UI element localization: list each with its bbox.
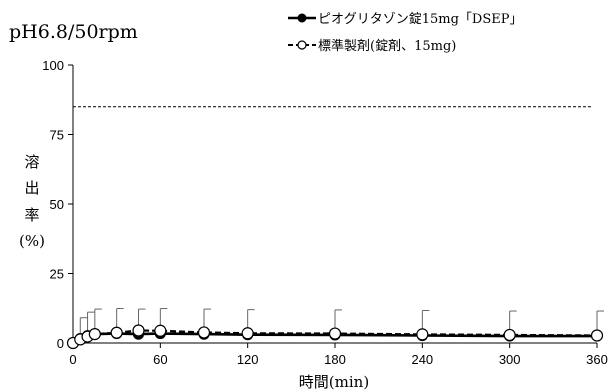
data-point [328,327,342,340]
chart-title: pH6.8/50rpm [9,21,138,43]
x-tick-label: 180 [324,352,346,367]
y-axis-label: 溶 出 率 (%) [19,153,45,250]
axes: 0 25 50 75 100 0 60 120 180 240 300 360 [42,58,608,367]
y-axis-label-line-3: 率 [24,206,39,224]
y-tick-label: 50 [50,197,64,212]
legend-label-test: ピオグリタゾン錠15mg「DSEP」 [318,12,523,27]
y-axis-label-line-1: 溶 [24,153,39,171]
x-tick-label: 360 [586,352,608,367]
y-tick-label: 0 [57,336,64,351]
data-point [241,327,254,340]
legend: ピオグリタゾン錠15mg「DSEP」 標準製剤(錠剤、15mg) [288,12,523,54]
x-axis-label: 時間(min) [299,373,369,391]
x-tick-label: 0 [69,352,76,367]
data-point [132,324,145,337]
y-tick-label: 75 [50,128,64,143]
y-axis-label-line-2: 出 [24,179,39,197]
legend-item-test: ピオグリタゾン錠15mg「DSEP」 [288,12,523,27]
data-point [416,328,429,341]
series-group [66,308,604,350]
data-point [154,324,167,337]
legend-label-reference: 標準製剤(錠剤、15mg) [318,38,456,54]
x-tick-label: 60 [153,352,167,367]
data-point [88,328,101,341]
x-tick-label: 240 [411,352,433,367]
data-point [110,326,123,339]
x-tick-label: 120 [237,352,259,367]
series-2-markers [66,324,604,350]
x-tick-label: 300 [499,352,521,367]
data-point [197,326,211,339]
y-tick-label: 100 [42,58,64,73]
data-point [503,328,516,342]
legend-item-reference: 標準製剤(錠剤、15mg) [288,38,456,54]
data-point [590,329,604,342]
y-axis-label-line-4: (%) [19,232,45,250]
y-tick-label: 25 [50,267,64,282]
